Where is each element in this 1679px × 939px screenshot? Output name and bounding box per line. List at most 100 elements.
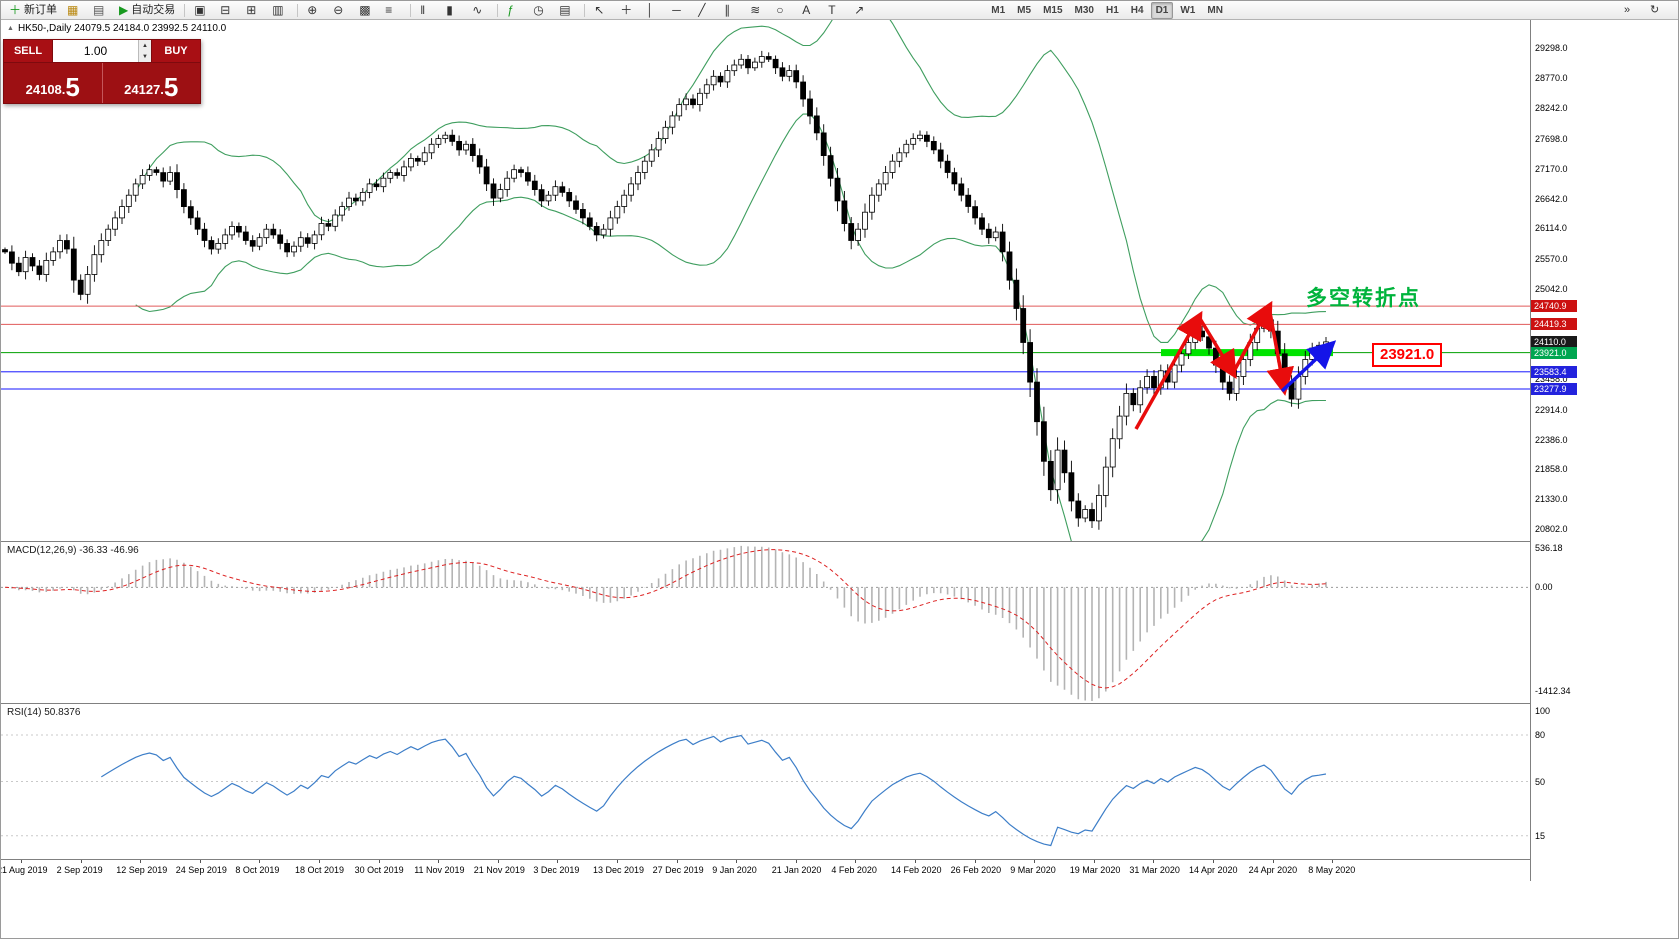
timeframe-button-mn[interactable]: MN bbox=[1207, 4, 1223, 16]
panel-separator[interactable] bbox=[1, 541, 1576, 542]
template-button[interactable]: ▤ bbox=[555, 1, 579, 19]
candlestick-chart-button[interactable]: ▮ bbox=[442, 1, 466, 19]
macd-panel[interactable] bbox=[1, 542, 1530, 703]
timeframe-button-d1[interactable]: D1 bbox=[1150, 1, 1174, 19]
panel-separator[interactable] bbox=[1, 703, 1576, 704]
bull-candle bbox=[1123, 392, 1130, 417]
timeframe-button-h1[interactable]: H1 bbox=[1105, 4, 1119, 16]
bull-candle bbox=[57, 240, 63, 253]
shapes-button[interactable]: ○ bbox=[772, 1, 796, 19]
price-callout-label[interactable]: 23921.0 bbox=[1372, 343, 1443, 367]
text-button[interactable]: A bbox=[798, 1, 822, 19]
volume-down-icon[interactable]: ▼ bbox=[139, 51, 151, 62]
bull-candle bbox=[359, 191, 366, 202]
bull-candle bbox=[1240, 359, 1247, 377]
buy-price-display[interactable]: 24127. 5 bbox=[102, 63, 200, 103]
cascade-windows-button[interactable]: ▣ bbox=[190, 1, 214, 19]
date-label: 24 Sep 2019 bbox=[175, 865, 227, 875]
timeframe-button-m5[interactable]: M5 bbox=[1017, 4, 1032, 16]
timeframe-button-m1[interactable]: M1 bbox=[991, 4, 1006, 16]
bull-candle bbox=[401, 166, 407, 176]
bull-candle bbox=[256, 237, 263, 247]
fibonacci-button[interactable]: ≋ bbox=[746, 1, 770, 19]
sell-button[interactable]: SELL bbox=[4, 40, 53, 62]
crosshair-button[interactable]: ＋ bbox=[616, 1, 640, 19]
zoom-out-button[interactable]: ⊖ bbox=[329, 1, 353, 19]
tile-horizontal-button[interactable]: ⊟ bbox=[216, 1, 240, 19]
buy-button[interactable]: BUY bbox=[151, 40, 200, 62]
sell-price-display[interactable]: 24108. 5 bbox=[4, 63, 103, 103]
timeframe-button-m30[interactable]: M30 bbox=[1074, 4, 1094, 16]
auto-trading-button[interactable]: ▶ 自动交易 bbox=[115, 1, 179, 19]
bull-candle bbox=[84, 274, 91, 295]
bear-candle bbox=[208, 240, 215, 250]
chart-list-icon: ≡ bbox=[385, 3, 393, 17]
bear-candle bbox=[180, 189, 187, 208]
rsi-panel[interactable] bbox=[1, 704, 1530, 859]
bull-candle bbox=[862, 211, 868, 230]
bull-candle bbox=[896, 152, 903, 162]
bull-candle bbox=[1178, 353, 1185, 366]
date-label: 14 Apr 2020 bbox=[1189, 865, 1238, 875]
trendline-button[interactable]: ╱ bbox=[694, 1, 718, 19]
bar-chart-button[interactable]: ‖ bbox=[416, 1, 440, 19]
line-chart-button[interactable]: ∿ bbox=[468, 1, 492, 19]
arrange-icons-button[interactable]: ▥ bbox=[268, 1, 292, 19]
timeframe-button-h4[interactable]: H4 bbox=[1130, 4, 1144, 16]
vertical-line-button[interactable]: │ bbox=[642, 1, 666, 19]
template-icon: ▤ bbox=[559, 3, 571, 17]
bull-candle bbox=[752, 61, 758, 69]
red-arrow bbox=[1231, 300, 1273, 374]
cursor-icon: ↖ bbox=[594, 3, 605, 17]
bear-candle bbox=[690, 98, 696, 106]
zoom-out-icon: ⊖ bbox=[333, 3, 344, 17]
zoom-in-button[interactable]: ⊕ bbox=[303, 1, 327, 19]
bull-candle bbox=[387, 172, 394, 179]
tile-vertical-button[interactable]: ⊞ bbox=[242, 1, 266, 19]
volume-input[interactable] bbox=[53, 40, 138, 62]
bull-candle bbox=[992, 231, 999, 239]
sell-price-pips: 5 bbox=[65, 71, 80, 102]
price-axis[interactable]: 29298.0 28770.0 28242.0 27698.0 27170.0 26642… bbox=[1530, 20, 1577, 881]
toolbar-right-group: » ↻ bbox=[1619, 1, 1671, 19]
turning-point-annotation[interactable]: 多空转折点 bbox=[1306, 287, 1421, 310]
macd-axis-label: 0.00 bbox=[1535, 582, 1553, 593]
blue-arrow bbox=[1280, 340, 1337, 393]
time-tick bbox=[736, 860, 738, 863]
time-tick bbox=[617, 860, 618, 863]
bull-candle bbox=[786, 70, 793, 77]
cursor-button[interactable]: ↖ bbox=[590, 1, 614, 19]
price-tick-label: 29298.0 bbox=[1535, 43, 1568, 54]
auto-scroll-button[interactable]: ↻ bbox=[1650, 3, 1660, 16]
channel-button[interactable]: ∥ bbox=[720, 1, 744, 19]
timeframe-button-w1[interactable]: W1 bbox=[1180, 4, 1196, 16]
price-tick-label: 25042.0 bbox=[1535, 284, 1568, 295]
time-tick bbox=[199, 860, 201, 863]
arrows-icon: ↗ bbox=[854, 3, 865, 17]
bull-candle bbox=[1233, 375, 1240, 394]
time-axis[interactable]: 21 Aug 2019 2 Sep 2019 12 Sep 2019 24 Sep 2… bbox=[1, 859, 1576, 884]
main-chart[interactable] bbox=[1, 20, 1530, 541]
time-tick bbox=[319, 860, 320, 863]
grid-button[interactable]: ▩ bbox=[355, 1, 379, 19]
indicators-button[interactable]: ƒ bbox=[503, 1, 527, 19]
drawn-arrows[interactable] bbox=[1134, 300, 1337, 430]
text-label-button[interactable]: T bbox=[824, 1, 848, 19]
period-button[interactable]: ◷ bbox=[529, 1, 553, 19]
volume-up-icon[interactable]: ▲ bbox=[139, 40, 151, 51]
bull-candle bbox=[421, 152, 428, 162]
timeframe-button-m15[interactable]: M15 bbox=[1043, 4, 1063, 16]
time-tick bbox=[378, 860, 380, 863]
chart-list-button[interactable]: ≡ bbox=[381, 1, 405, 19]
market-watch-button[interactable]: ▤ bbox=[89, 1, 113, 19]
chart-window-button[interactable]: ▦ bbox=[63, 1, 87, 19]
price-tick-label: 25570.0 bbox=[1535, 254, 1568, 265]
new-order-button[interactable]: ＋新订单 bbox=[5, 1, 61, 19]
bear-candle bbox=[36, 265, 43, 275]
bull-candle bbox=[112, 217, 118, 230]
bear-candle bbox=[1013, 279, 1020, 309]
horizontal-line-button[interactable]: ─ bbox=[668, 1, 692, 19]
chart-shift-button[interactable]: » bbox=[1624, 3, 1631, 16]
highlight-band[interactable] bbox=[1161, 349, 1333, 357]
arrows-button[interactable]: ↗ bbox=[850, 1, 874, 19]
